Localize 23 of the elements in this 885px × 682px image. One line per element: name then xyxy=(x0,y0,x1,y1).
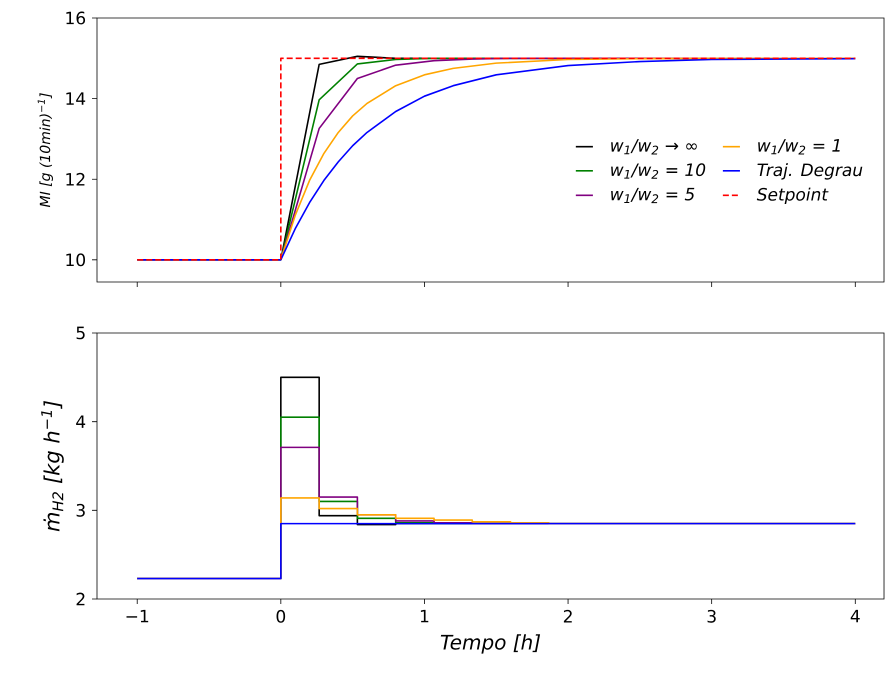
x-tick-label: 0 xyxy=(276,610,286,623)
legend-label: w$_{1}$/w$_{2}$ = 10 xyxy=(611,163,706,179)
y-axis-title: ṁ$_{H2}$ [kg h$^{−1}$] xyxy=(41,400,64,532)
x-tick-label: 3 xyxy=(708,610,716,623)
x-tick-label: 2 xyxy=(564,610,572,622)
y-tick-label: 3 xyxy=(76,504,85,517)
y-tick-label: 5 xyxy=(76,326,85,340)
y-tick-label: 12 xyxy=(66,172,84,186)
y-tick-label: 4 xyxy=(76,415,86,428)
legend-label: w$_{1}$/w$_{2}$ → ∞ xyxy=(611,139,697,154)
x-axis-title: Tempo [h] xyxy=(440,634,540,654)
y-tick-label: 14 xyxy=(66,92,86,105)
y-tick-label: 16 xyxy=(66,12,86,24)
legend-label: w$_{1}$/w$_{2}$ = 1 xyxy=(758,139,840,154)
x-tick-label: −1 xyxy=(126,610,148,622)
x-tick-label: 4 xyxy=(850,610,860,622)
y-tick-label: 10 xyxy=(66,253,86,266)
y-axis-title: MI [g (10min)$^{−1}$] xyxy=(38,93,53,208)
legend-label: Traj. Degrau xyxy=(757,163,862,180)
legend-label: Setpoint xyxy=(756,188,829,204)
y-tick-label: 2 xyxy=(76,592,84,606)
legend-label: w$_{1}$/w$_{2}$ = 5 xyxy=(611,188,694,204)
x-tick-label: 1 xyxy=(420,610,428,622)
